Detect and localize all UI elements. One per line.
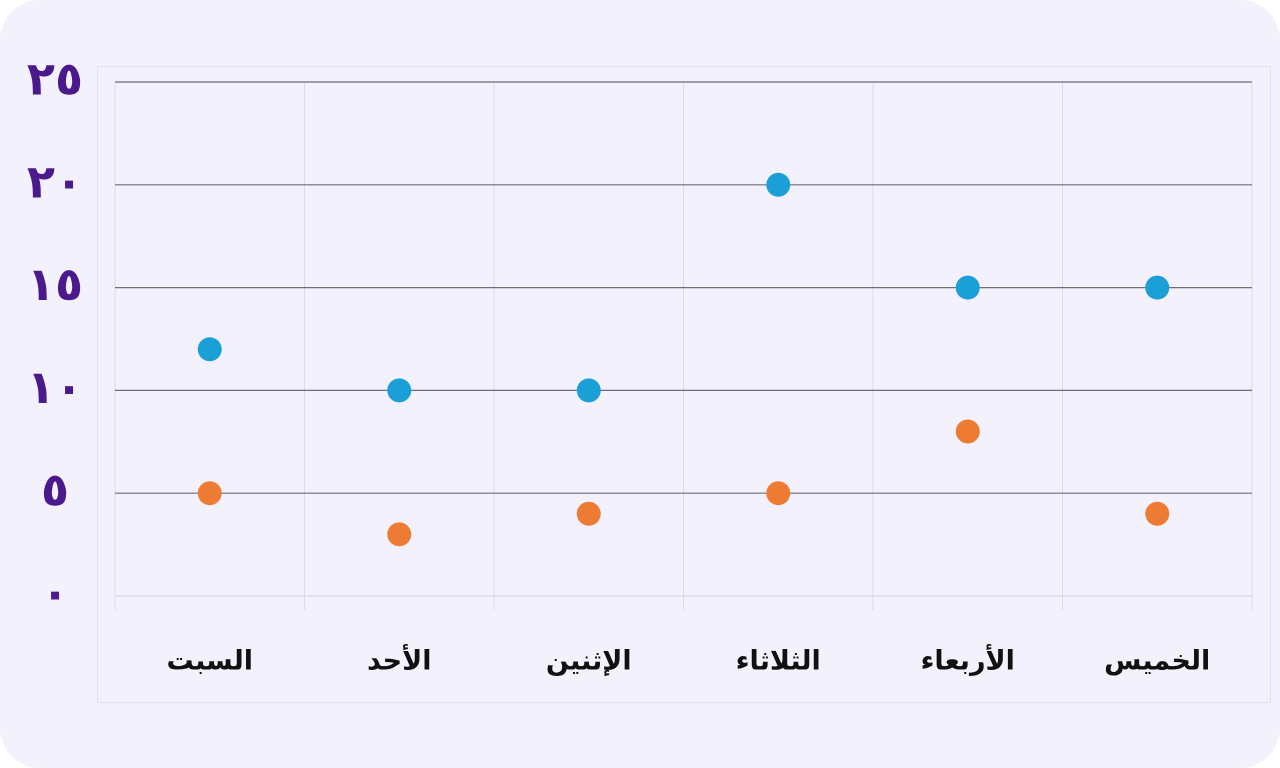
dot [1145, 275, 1170, 300]
dot [955, 275, 980, 300]
dot [197, 337, 222, 362]
dot [387, 522, 412, 547]
dot [387, 378, 412, 403]
dot [1145, 501, 1170, 526]
dot [766, 172, 791, 197]
dot [766, 481, 791, 506]
x-tick-label: السبت [167, 646, 253, 677]
y-tick-label: ٥ [41, 463, 69, 517]
dot [576, 501, 601, 526]
y-tick-label: ٢٠ [27, 154, 83, 208]
plot-frame [97, 66, 1271, 703]
x-tick-label: الثلاثاء [736, 646, 821, 677]
y-tick-label: ٠ [41, 566, 69, 620]
x-tick-label: الخميس [1104, 646, 1210, 677]
dot [576, 378, 601, 403]
y-tick-label: ١٠ [27, 360, 83, 414]
x-tick-label: الإثنين [546, 646, 632, 677]
dot [955, 419, 980, 444]
y-tick-label: ١٥ [27, 257, 83, 311]
x-tick-label: الأربعاء [921, 644, 1015, 677]
y-tick-label: ٢٥ [27, 52, 83, 106]
dot [197, 481, 222, 506]
x-tick-label: الأحد [367, 644, 431, 677]
